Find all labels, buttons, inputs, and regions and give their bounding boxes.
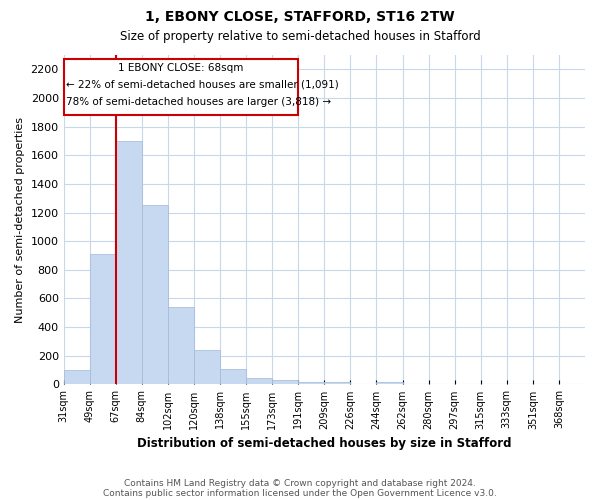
Text: 78% of semi-detached houses are larger (3,818) →: 78% of semi-detached houses are larger (… [66, 97, 331, 107]
Text: Size of property relative to semi-detached houses in Stafford: Size of property relative to semi-detach… [119, 30, 481, 43]
Bar [194, 350, 220, 384]
Bar [298, 382, 325, 384]
X-axis label: Distribution of semi-detached houses by size in Stafford: Distribution of semi-detached houses by … [137, 437, 512, 450]
Bar [90, 254, 116, 384]
Text: 1 EBONY CLOSE: 68sqm: 1 EBONY CLOSE: 68sqm [118, 64, 244, 74]
Text: Contains public sector information licensed under the Open Government Licence v3: Contains public sector information licen… [103, 488, 497, 498]
Text: ← 22% of semi-detached houses are smaller (1,091): ← 22% of semi-detached houses are smalle… [66, 80, 339, 90]
Bar [64, 370, 90, 384]
Bar [220, 370, 246, 384]
FancyBboxPatch shape [64, 60, 298, 115]
Text: 1, EBONY CLOSE, STAFFORD, ST16 2TW: 1, EBONY CLOSE, STAFFORD, ST16 2TW [145, 10, 455, 24]
Y-axis label: Number of semi-detached properties: Number of semi-detached properties [15, 116, 25, 322]
Bar [246, 378, 272, 384]
Bar [168, 307, 194, 384]
Bar [116, 141, 142, 384]
Bar [376, 382, 403, 384]
Bar [272, 380, 298, 384]
Bar [142, 206, 168, 384]
Bar [325, 382, 350, 384]
Text: Contains HM Land Registry data © Crown copyright and database right 2024.: Contains HM Land Registry data © Crown c… [124, 478, 476, 488]
